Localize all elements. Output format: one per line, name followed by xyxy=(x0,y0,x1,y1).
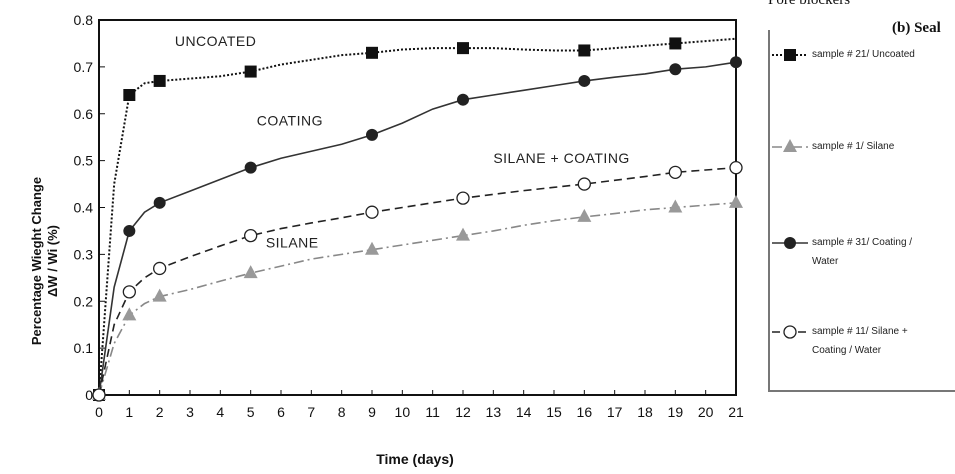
y-tick-label: 0.6 xyxy=(74,106,94,122)
legend-entry-line1: sample # 11/ Silane + xyxy=(812,326,908,337)
legend-entry-line2: Water xyxy=(812,256,839,267)
data-point-series-1 xyxy=(152,288,167,302)
data-point-series-3 xyxy=(122,285,136,299)
data-point-series-3 xyxy=(244,228,258,243)
legend-marker-0 xyxy=(784,49,796,61)
header-seal: (b) Seal xyxy=(892,20,941,36)
annotation-label: SILANE + COATING xyxy=(493,150,630,166)
series-line-1 xyxy=(98,202,737,396)
x-axis-ticks: 0 1 2 3 4 5 6 7 8 9 10 11 12 13 14 15 16 17 18 19 20 21 xyxy=(95,390,744,420)
data-point-series-0 xyxy=(123,89,136,101)
annotation-label: UNCOATED xyxy=(175,33,257,49)
chart-annotations: UNCOATED COATING SILANE + COATING SILANE xyxy=(175,33,630,251)
data-point-series-0 xyxy=(153,74,166,87)
data-point-series-3 xyxy=(456,191,470,205)
data-point-series-1 xyxy=(577,208,592,222)
x-tick-label: 16 xyxy=(577,404,593,420)
data-point-series-2 xyxy=(578,74,591,87)
data-point-series-3 xyxy=(577,177,591,191)
data-point-series-3 xyxy=(92,388,106,402)
legend-entry-line1: sample # 1/ Silane xyxy=(812,141,895,152)
x-tick-label: 21 xyxy=(728,404,744,420)
x-tick-label: 19 xyxy=(668,404,684,420)
x-tick-label: 9 xyxy=(368,404,376,420)
y-tick-label: 0.1 xyxy=(74,340,94,356)
x-tick-label: 2 xyxy=(156,404,164,420)
x-tick-label: 14 xyxy=(516,404,532,420)
y-tick-label: 0.4 xyxy=(74,200,94,216)
legend-marker-1 xyxy=(783,139,797,152)
data-point-series-0 xyxy=(578,44,591,57)
data-point-series-1 xyxy=(365,241,379,255)
data-point-series-0 xyxy=(669,37,682,50)
legend-entry-line1: sample # 21/ Uncoated xyxy=(812,49,915,60)
data-point-series-3 xyxy=(153,261,167,276)
x-tick-label: 12 xyxy=(455,404,471,420)
y-tick-label: 0.3 xyxy=(74,246,94,262)
x-tick-label: 5 xyxy=(247,404,255,420)
data-point-series-1 xyxy=(668,199,683,213)
annotation-label: SILANE xyxy=(266,234,319,250)
x-tick-label: 8 xyxy=(338,404,346,420)
y-tick-label: 0.5 xyxy=(74,153,94,169)
legend-entry-0: sample # 21/ Uncoated xyxy=(812,45,915,64)
header-pore-blockers: Pore blockers xyxy=(768,0,851,8)
legend-entry-line1: sample # 31/ Coating / xyxy=(812,237,913,248)
data-point-series-2 xyxy=(457,93,469,106)
x-axis-label: Time (days) xyxy=(376,451,454,467)
x-tick-label: 3 xyxy=(186,404,194,420)
x-tick-label: 13 xyxy=(486,404,502,420)
plot-area xyxy=(98,19,737,396)
y-axis-ticks: 0 0.1 0.2 0.3 0.4 0.5 0.6 0.7 0.8 xyxy=(74,12,105,403)
legend-entry-2: sample # 31/ Coating / Water xyxy=(812,233,912,271)
data-point-series-3 xyxy=(729,161,743,175)
annotation-label: COATING xyxy=(257,112,323,128)
y-tick-label: 0.8 xyxy=(74,12,94,28)
data-point-series-2 xyxy=(730,56,742,69)
y-tick-label: 0 xyxy=(85,387,93,403)
data-point-series-0 xyxy=(244,65,257,78)
y-tick-label: 0.7 xyxy=(74,59,94,75)
data-point-series-0 xyxy=(366,46,378,59)
x-tick-label: 17 xyxy=(607,404,623,420)
x-tick-label: 0 xyxy=(95,404,103,420)
legend-swatches xyxy=(772,49,808,339)
data-point-series-3 xyxy=(668,165,682,179)
data-point-series-2 xyxy=(153,196,166,209)
legend-marker-2 xyxy=(784,237,796,249)
x-tick-label: 18 xyxy=(637,404,653,420)
data-point-series-2 xyxy=(123,224,136,237)
x-tick-label: 10 xyxy=(395,404,411,420)
x-tick-label: 20 xyxy=(698,404,714,420)
legend-entry-3: sample # 11/ Silane + Coating / Water xyxy=(812,322,908,360)
data-point-series-2 xyxy=(669,63,682,76)
x-tick-label: 1 xyxy=(125,404,133,420)
data-point-series-1 xyxy=(122,307,137,321)
x-tick-label: 4 xyxy=(216,404,224,420)
data-point-series-1 xyxy=(243,265,258,279)
series-markers xyxy=(92,37,743,402)
legend-marker-3 xyxy=(783,325,797,339)
legend-entry-1: sample # 1/ Silane xyxy=(812,137,894,156)
x-tick-label: 6 xyxy=(277,404,285,420)
y-tick-label: 0.2 xyxy=(74,293,94,309)
data-point-series-2 xyxy=(244,161,257,174)
x-tick-label: 15 xyxy=(546,404,562,420)
x-tick-label: 11 xyxy=(425,404,440,420)
legend-entry-line2: Coating / Water xyxy=(812,345,882,356)
data-point-series-3 xyxy=(365,205,379,219)
data-point-series-1 xyxy=(729,194,743,208)
legend xyxy=(768,30,955,392)
data-point-series-0 xyxy=(457,42,469,55)
data-point-series-2 xyxy=(366,128,378,141)
data-point-series-1 xyxy=(456,227,470,241)
x-tick-label: 7 xyxy=(307,404,315,420)
